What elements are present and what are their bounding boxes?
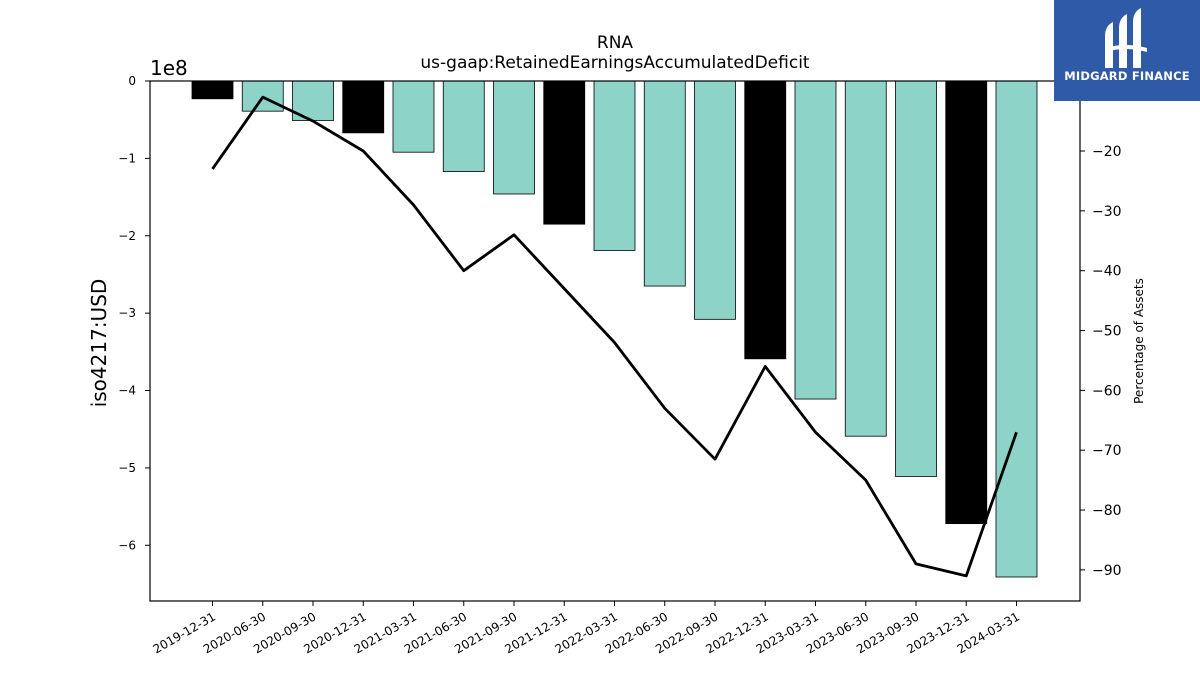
bar-2021-06-30 (442, 80, 485, 172)
y-tick-label: −3 (118, 306, 136, 320)
bars-layer (191, 80, 1038, 578)
bar-2022-09-30 (694, 80, 736, 320)
brand-logo: MIDGARD FINANCE (1054, 0, 1200, 101)
y2-tick-label: −90 (1092, 563, 1122, 579)
midgard-logo-icon (1105, 8, 1147, 68)
y-tick-label: −1 (118, 151, 136, 165)
bar-2020-12-31 (342, 80, 385, 134)
bar-2022-12-31 (744, 80, 787, 360)
y2-axis-label: Percentage of Assets (1132, 278, 1146, 404)
bar-2019-12-31 (191, 80, 234, 100)
bar-2021-03-31 (392, 80, 435, 153)
y2-tick-label: −40 (1092, 264, 1122, 280)
y2-tick-label: −30 (1092, 204, 1122, 220)
bar-2022-03-31 (593, 80, 636, 251)
bar-2021-12-31 (543, 80, 586, 225)
bar-2023-03-31 (794, 80, 837, 400)
y2-tick-label: −70 (1092, 443, 1122, 459)
chart-title: RNA (597, 33, 634, 53)
brand-name: MIDGARD FINANCE (1064, 69, 1190, 83)
y-axis-label: iso4217:USD (87, 279, 111, 408)
bar-2021-09-30 (493, 80, 535, 195)
y-tick-label: 0 (128, 74, 136, 88)
y-tick-label: −6 (118, 538, 136, 552)
bar-2023-06-30 (844, 80, 887, 437)
bar-2023-09-30 (895, 80, 937, 477)
y2-tick-label: −50 (1092, 324, 1122, 340)
bar-2024-03-31 (995, 80, 1038, 578)
percentage-line (211, 95, 1018, 578)
line-layer (211, 95, 1018, 578)
y-tick-label: −5 (118, 461, 136, 475)
bar-2022-06-30 (643, 80, 686, 287)
y-tick-label: −2 (118, 229, 136, 243)
chart-subtitle: us-gaap:RetainedEarningsAccumulatedDefic… (420, 53, 810, 73)
y-offset-label: 1e8 (150, 56, 188, 80)
y-tick-label: −4 (118, 384, 136, 398)
y2-tick-label: −80 (1092, 503, 1122, 519)
y2-tick-label: −60 (1092, 383, 1122, 399)
y2-tick-label: −20 (1092, 144, 1122, 160)
bar-2023-12-31 (945, 80, 988, 525)
